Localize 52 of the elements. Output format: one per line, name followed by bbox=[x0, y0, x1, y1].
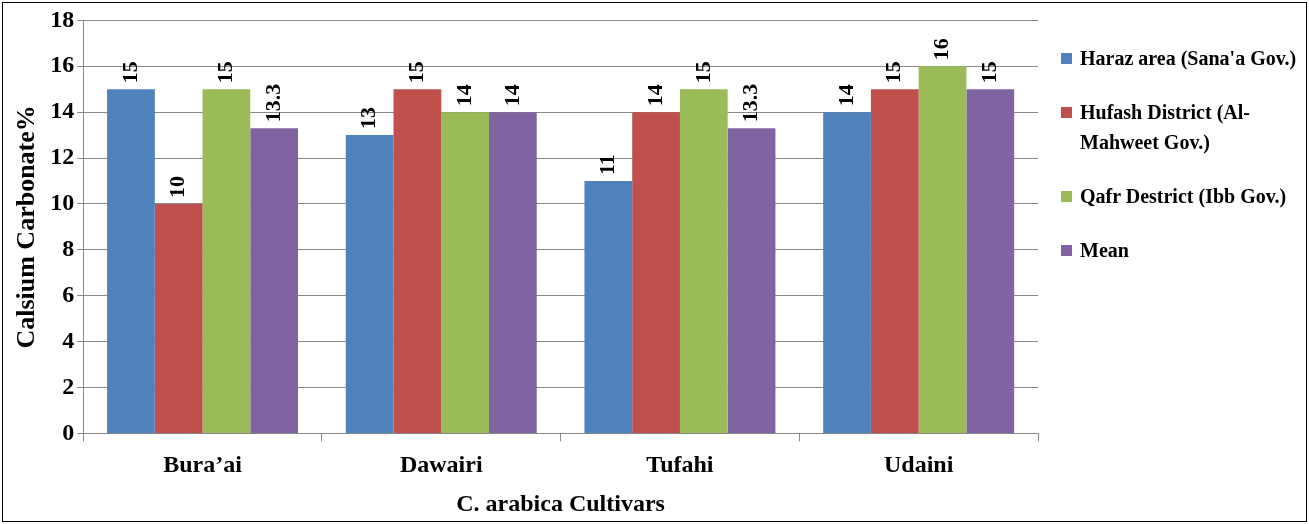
bar bbox=[584, 181, 633, 433]
bar bbox=[727, 128, 776, 433]
bar bbox=[345, 135, 394, 433]
x-tick-label: Dawairi bbox=[399, 451, 483, 477]
data-label: 13.3 bbox=[737, 83, 763, 123]
legend-label: Qafr Destrict (Ibb Gov.) bbox=[1080, 184, 1287, 210]
legend-label: Mean bbox=[1080, 238, 1129, 263]
bar bbox=[966, 89, 1015, 433]
data-label: 15 bbox=[689, 61, 715, 84]
legend-label: Haraz area (Sana'a Gov.) bbox=[1080, 46, 1297, 72]
data-label: 15 bbox=[116, 61, 142, 84]
data-label: 11 bbox=[594, 154, 620, 176]
data-label: 14 bbox=[450, 84, 476, 107]
bar bbox=[870, 89, 919, 433]
bar bbox=[918, 66, 967, 433]
y-axis-title: Calsium Carbonate% bbox=[11, 105, 41, 349]
data-label: 15 bbox=[212, 61, 238, 84]
data-label: 14 bbox=[832, 84, 858, 107]
bar bbox=[488, 112, 537, 433]
data-label: 15 bbox=[975, 61, 1001, 84]
y-tick-label: 0 bbox=[62, 418, 75, 445]
data-label: 10 bbox=[164, 175, 190, 198]
x-axis-title: C. arabica Cultivars bbox=[456, 489, 665, 516]
legend-label: Hufash District (Al-Mahweet Gov.) bbox=[1080, 100, 1251, 156]
data-label: 13 bbox=[355, 107, 381, 130]
y-tick-label: 12 bbox=[50, 143, 75, 170]
y-tick-label: 16 bbox=[50, 51, 75, 78]
data-label: 16 bbox=[928, 38, 954, 61]
bar bbox=[823, 112, 871, 433]
y-tick-label: 10 bbox=[50, 189, 75, 216]
y-tick-label: 14 bbox=[50, 97, 75, 124]
x-tick-label: Udaini bbox=[883, 451, 954, 477]
bar bbox=[632, 112, 680, 433]
y-tick-label: 8 bbox=[62, 235, 75, 262]
bar bbox=[679, 89, 728, 433]
data-label: 13.3 bbox=[259, 83, 285, 123]
y-tick-label: 2 bbox=[62, 372, 75, 399]
bar bbox=[107, 89, 155, 433]
x-tick-label: Bura’ai bbox=[163, 451, 243, 477]
data-label: 14 bbox=[641, 84, 667, 107]
y-tick-label: 4 bbox=[62, 326, 75, 353]
y-tick-label: 6 bbox=[62, 280, 75, 307]
data-label: 14 bbox=[498, 84, 524, 107]
x-tick-label: Tufahi bbox=[646, 451, 714, 477]
bar bbox=[250, 128, 299, 433]
bar bbox=[154, 203, 203, 433]
y-tick-label: 18 bbox=[50, 5, 75, 32]
bar bbox=[202, 89, 251, 433]
data-label: 15 bbox=[403, 61, 429, 84]
data-label: 15 bbox=[880, 61, 906, 84]
bar bbox=[393, 89, 442, 433]
bar bbox=[441, 112, 489, 433]
